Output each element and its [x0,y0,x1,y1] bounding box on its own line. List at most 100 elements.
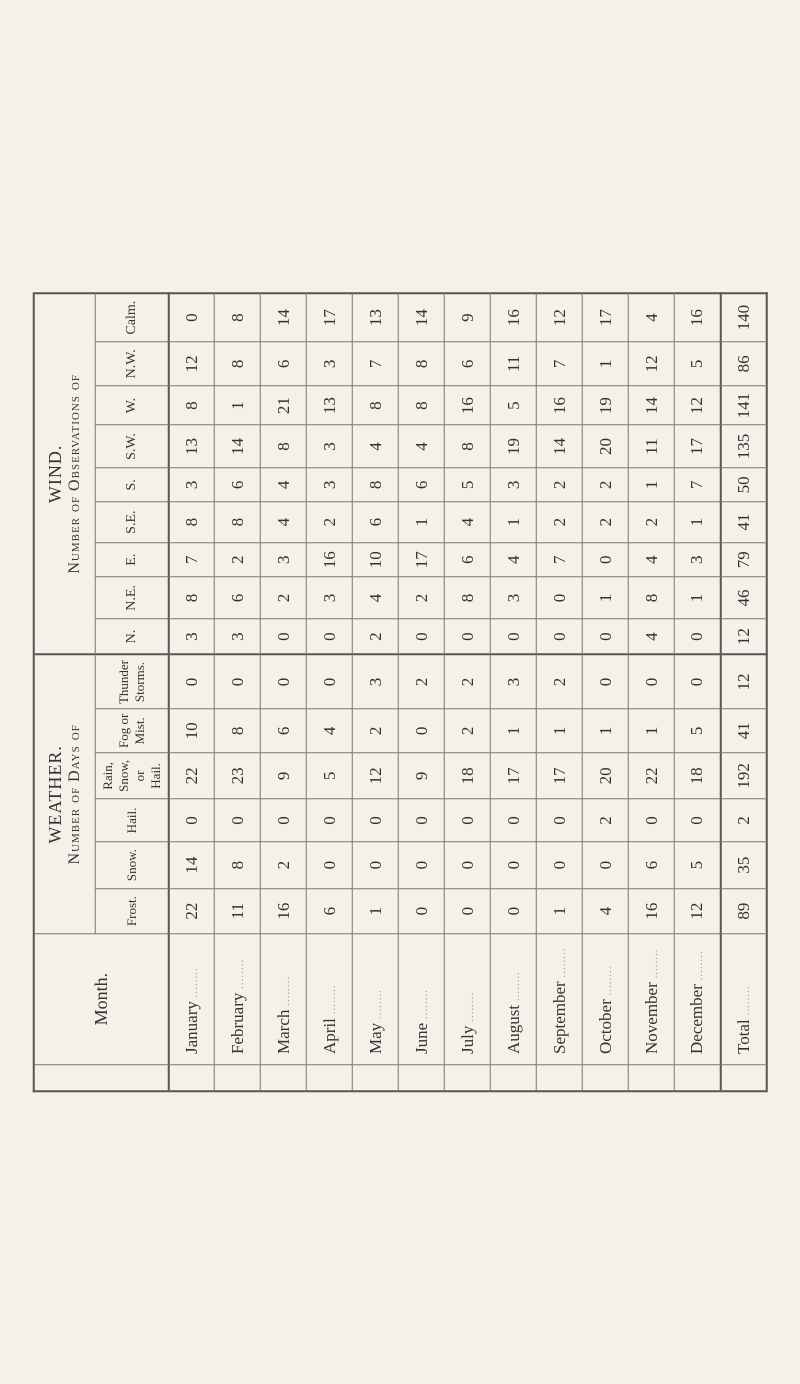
weather-value: 0 [490,799,536,842]
weather-value: 0 [444,888,490,933]
weather-value: 1 [536,888,582,933]
wind-title: WIND. [45,294,66,653]
wind-value: 16 [536,386,582,425]
weather-value: 20 [582,752,628,799]
weather-value: 2 [352,709,398,753]
weather-value: 0 [398,709,444,753]
wind-value: 6 [352,501,398,542]
wind-value: 16 [674,293,720,341]
weather-value: 1 [352,888,398,933]
wind-value: 0 [260,619,306,654]
weather-value: 2 [444,654,490,709]
weather-value: 16 [628,888,674,933]
wind-value: 8 [260,425,306,468]
wind-value: 3 [490,468,536,501]
weather-value: 4 [306,709,352,753]
weather-value: 0 [168,654,214,709]
month-cell: April [306,934,352,1065]
wind-value: 8 [214,501,260,542]
wind-value: 5 [674,341,720,386]
page: Month.WEATHER.Number of Days ofWIND.Numb… [0,0,800,1384]
wind-value: 6 [444,542,490,576]
weather-value: 16 [260,888,306,933]
wind-value: 19 [582,386,628,425]
col-head-weather: Fog or Mist. [95,709,169,753]
weather-value: 14 [168,842,214,889]
wind-value: 8 [352,468,398,501]
weather-total: 41 [720,709,766,753]
wind-value: 2 [398,576,444,619]
month-cell: January [168,934,214,1065]
weather-value: 0 [490,888,536,933]
wind-value: 14 [260,293,306,341]
weather-value: 1 [536,709,582,753]
month-cell: August [490,934,536,1065]
wind-value: 6 [260,341,306,386]
wind-total: 50 [720,468,766,501]
weather-value: 2 [536,654,582,709]
weather-value: 22 [628,752,674,799]
weather-value: 9 [260,752,306,799]
col-head-weather: Rain, Snow, or Hail. [95,752,169,799]
wind-value: 1 [398,501,444,542]
wind-value: 0 [168,293,214,341]
weather-value: 0 [582,842,628,889]
table: Month.WEATHER.Number of Days ofWIND.Numb… [35,292,768,1090]
wind-value: 8 [398,341,444,386]
wind-value: 4 [444,501,490,542]
col-head-wind: W. [95,386,169,425]
weather-value: 1 [582,709,628,753]
wind-total: 46 [720,576,766,619]
weather-value: 1 [490,709,536,753]
weather-value: 8 [214,842,260,889]
wind-value: 2 [352,619,398,654]
wind-total: 41 [720,501,766,542]
wind-value: 2 [260,576,306,619]
wind-value: 0 [536,576,582,619]
col-head-wind: S. [95,468,169,501]
weather-value: 0 [628,799,674,842]
weather-value: 0 [398,799,444,842]
wind-value: 4 [352,576,398,619]
wind-value: 16 [490,293,536,341]
weather-value: 0 [398,842,444,889]
wind-value: 12 [168,341,214,386]
wind-value: 2 [582,468,628,501]
month-cell: June [398,934,444,1065]
wind-value: 8 [214,293,260,341]
weather-value: 0 [628,654,674,709]
month-header: Month. [35,934,169,1065]
weather-value: 6 [260,709,306,753]
wind-value: 8 [444,425,490,468]
weather-value: 22 [168,752,214,799]
wind-value: 1 [214,386,260,425]
wind-value: 2 [536,501,582,542]
col-head-wind: Calm. [95,293,169,341]
wind-value: 6 [214,576,260,619]
month-cell: December [674,934,720,1065]
weather-value: 17 [490,752,536,799]
wind-value: 3 [306,576,352,619]
wind-value: 5 [490,386,536,425]
weather-value: 0 [306,842,352,889]
col-head-wind: N.E. [95,576,169,619]
wind-value: 3 [168,619,214,654]
wind-value: 3 [306,425,352,468]
wind-value: 8 [628,576,674,619]
wind-value: 3 [490,576,536,619]
month-cell: September [536,934,582,1065]
col-head-weather: Snow. [95,842,169,889]
wind-value: 2 [536,468,582,501]
month-cell: November [628,934,674,1065]
col-head-wind: S.E. [95,501,169,542]
wind-value: 8 [444,576,490,619]
wind-value: 4 [352,425,398,468]
wind-value: 4 [260,501,306,542]
weather-value: 17 [536,752,582,799]
wind-value: 1 [628,468,674,501]
wind-subtitle: Number of Observations of [66,294,84,653]
wind-value: 11 [628,425,674,468]
wind-value: 8 [352,386,398,425]
wind-value: 1 [582,341,628,386]
weather-total: 192 [720,752,766,799]
